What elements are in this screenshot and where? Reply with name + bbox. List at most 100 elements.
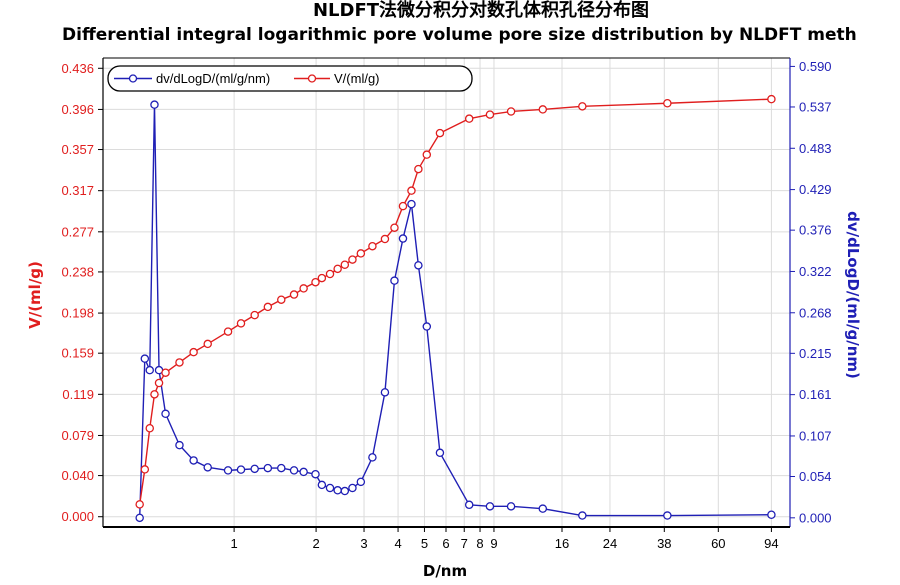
data-point-volume	[311, 277, 320, 287]
data-point-dvdlogd	[348, 483, 357, 493]
y-left-tick-label: 0.079	[61, 428, 94, 443]
data-point-volume	[414, 164, 423, 174]
data-point-volume	[464, 114, 474, 123]
data-point-volume	[277, 295, 286, 304]
x-tick-label: 4	[394, 536, 401, 551]
x-tick-label: 60	[711, 536, 725, 551]
legend-item-dvdlogd: dv/dLogD/(ml/g/nm)	[114, 71, 270, 86]
data-point-volume	[189, 347, 198, 357]
data-point-volume	[356, 249, 366, 258]
data-point-dvdlogd	[422, 322, 432, 331]
data-point-volume	[135, 500, 144, 509]
data-point-volume	[435, 128, 445, 138]
data-point-dvdlogd	[464, 500, 474, 510]
x-tick-label: 3	[360, 536, 367, 551]
data-point-volume	[250, 310, 259, 320]
x-tick-label: 5	[421, 536, 428, 551]
x-tick-label: 1	[230, 536, 237, 551]
data-point-dvdlogd	[506, 502, 516, 511]
data-point-volume	[333, 264, 342, 274]
y-right-tick-label: 0.429	[799, 182, 832, 197]
y-right-tick-label: 0.161	[799, 387, 832, 402]
y-right-tick-label: 0.590	[799, 59, 832, 74]
data-point-dvdlogd	[767, 510, 776, 520]
grid-lines	[103, 58, 790, 527]
x-tick-label: 2	[312, 536, 319, 551]
y-left-tick-label: 0.238	[61, 264, 94, 279]
data-point-dvdlogd	[175, 440, 184, 450]
y-right-tick-label: 0.537	[799, 99, 832, 114]
data-point-dvdlogd	[435, 448, 445, 458]
data-point-volume	[340, 260, 350, 269]
series-volume	[135, 94, 776, 509]
chart-subtitle: Differential integral logarithmic pore v…	[62, 25, 857, 45]
data-point-volume	[390, 223, 399, 232]
data-point-volume	[154, 378, 164, 388]
y-right-tick-label: 0.054	[799, 469, 832, 484]
data-point-volume	[578, 102, 587, 111]
data-point-volume	[538, 105, 548, 114]
data-point-dvdlogd	[407, 199, 416, 209]
x-tick-label: 8	[476, 536, 483, 551]
x-axis-label: D/nm	[423, 562, 467, 580]
y-left-tick-label: 0.396	[61, 102, 94, 117]
data-point-dvdlogd	[333, 486, 342, 495]
legend-label-volume: V/(ml/g)	[334, 71, 380, 86]
data-point-volume	[407, 186, 416, 195]
data-point-volume	[325, 269, 335, 279]
data-point-dvdlogd	[236, 465, 246, 474]
legend-item-volume: V/(ml/g)	[294, 71, 380, 86]
data-point-dvdlogd	[150, 100, 159, 109]
data-point-dvdlogd	[277, 463, 286, 473]
data-point-dvdlogd	[538, 504, 548, 513]
data-point-dvdlogd	[340, 486, 350, 496]
data-point-dvdlogd	[390, 276, 399, 285]
data-point-volume	[368, 241, 377, 251]
y-right-tick-label: 0.483	[799, 141, 832, 156]
data-point-dvdlogd	[263, 463, 273, 473]
y-left-tick-label: 0.357	[61, 142, 94, 157]
data-point-volume	[380, 234, 390, 244]
data-point-dvdlogd	[414, 261, 423, 270]
data-point-dvdlogd	[663, 511, 672, 520]
data-point-dvdlogd	[203, 463, 212, 472]
data-point-volume	[422, 150, 432, 159]
data-point-volume	[317, 273, 327, 283]
legend-box	[107, 65, 473, 92]
y-right-tick-label: 0.215	[799, 346, 832, 361]
y-left-axis-label: V/(ml/g)	[26, 261, 44, 329]
data-point-volume	[767, 94, 776, 104]
data-point-dvdlogd	[289, 466, 299, 475]
data-point-dvdlogd	[356, 477, 366, 487]
x-tick-label: 24	[603, 536, 617, 551]
data-point-dvdlogd	[578, 511, 587, 520]
y-right-tick-label: 0.376	[799, 223, 832, 238]
data-point-volume	[289, 290, 299, 299]
data-point-dvdlogd	[189, 456, 198, 465]
data-point-dvdlogd	[485, 502, 495, 511]
data-point-volume	[263, 302, 273, 312]
data-point-dvdlogd	[325, 483, 335, 493]
x-tick-label: 9	[490, 536, 497, 551]
y-left-tick-label: 0.159	[61, 346, 94, 361]
x-tick-label: 16	[555, 536, 569, 551]
y-right-axis-label: dv/dLogD/(ml/g/nm)	[844, 211, 862, 379]
data-point-volume	[299, 284, 308, 293]
x-tick-label: 6	[442, 536, 449, 551]
series-dvdlogd	[135, 100, 776, 523]
data-point-dvdlogd	[140, 354, 150, 363]
data-point-volume	[161, 368, 170, 377]
chart-title: NLDFT法微分积分对数孔体积孔径分布图	[313, 0, 649, 21]
legend-marker-dvdlogd	[128, 74, 138, 83]
data-point-dvdlogd	[317, 480, 327, 490]
legend-label-dvdlogd: dv/dLogD/(ml/g/nm)	[156, 71, 270, 86]
data-point-volume	[145, 424, 154, 433]
y-left-tick-label: 0.040	[61, 468, 94, 483]
data-point-volume	[398, 201, 408, 211]
data-point-volume	[140, 465, 150, 474]
data-point-volume	[663, 99, 672, 108]
data-point-volume	[175, 358, 184, 367]
y-left-tick-label: 0.317	[61, 183, 94, 198]
data-point-volume	[203, 339, 212, 349]
